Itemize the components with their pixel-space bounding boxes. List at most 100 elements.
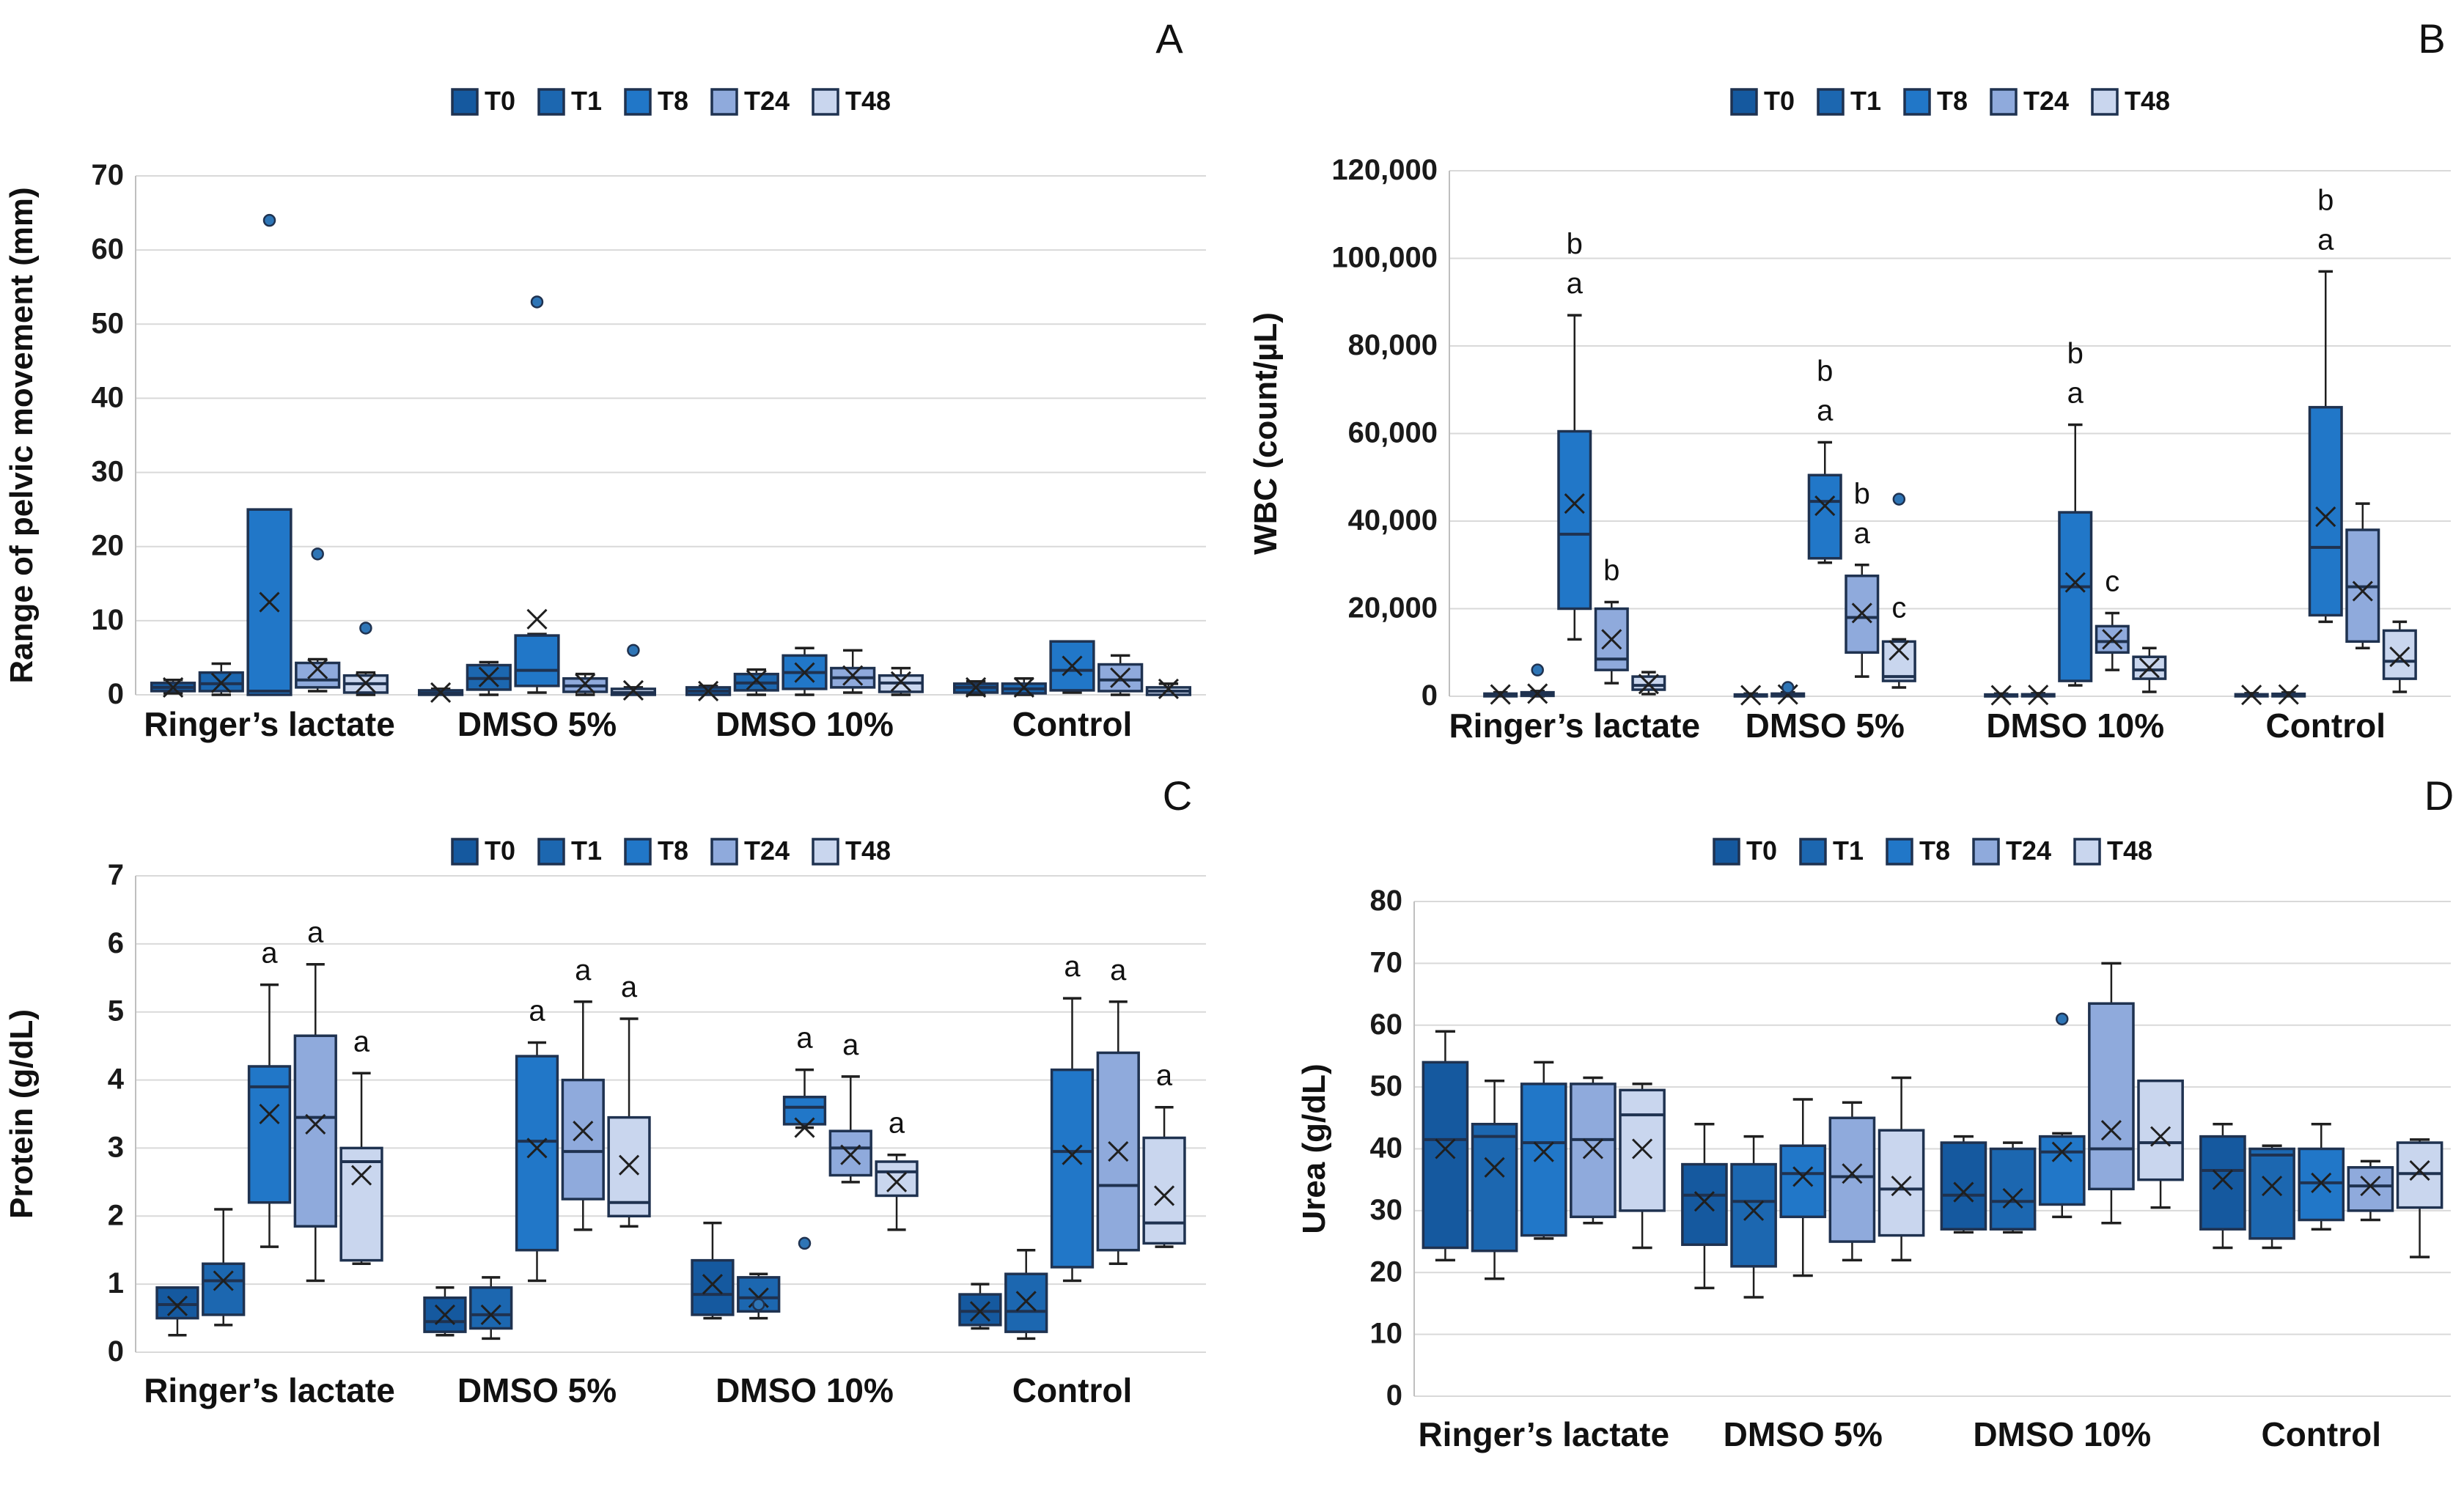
x-group-label: Ringer’s lactate bbox=[144, 1371, 395, 1409]
y-tick-label: 2 bbox=[108, 1199, 124, 1231]
mean-marker bbox=[526, 608, 548, 630]
box-rect bbox=[295, 661, 341, 689]
box-rect bbox=[1730, 1162, 1777, 1268]
box-rect bbox=[469, 1286, 513, 1330]
y-axis-title: Urea (g/dL) bbox=[1296, 1063, 1332, 1233]
legend-swatch-t1 bbox=[1799, 838, 1827, 866]
mean-marker bbox=[575, 673, 596, 694]
box-dmso-5--t48: c bbox=[1881, 493, 1916, 689]
box-dmso-5--t24 bbox=[1828, 1101, 1876, 1262]
y-axis-title: Protein (g/dL) bbox=[4, 1009, 40, 1219]
box-rect bbox=[828, 1129, 872, 1177]
box-rect bbox=[2199, 1135, 2246, 1231]
significance-letter: a bbox=[2067, 377, 2084, 410]
outlier-point bbox=[751, 1298, 765, 1311]
mean-marker bbox=[1110, 667, 1131, 688]
significance-letter: a bbox=[889, 1107, 905, 1140]
mean-marker bbox=[2311, 1172, 2332, 1193]
box-control-t0 bbox=[958, 1283, 1002, 1330]
legend-item: T24 bbox=[1972, 836, 2051, 866]
legend-label: T8 bbox=[658, 86, 688, 116]
box-ringer-s-lactate-t1 bbox=[202, 1208, 246, 1327]
box-dmso-5--t0 bbox=[1681, 1123, 1728, 1290]
mean-marker bbox=[307, 658, 328, 679]
significance-letter: a bbox=[1817, 394, 1834, 427]
mean-marker bbox=[794, 662, 815, 683]
box-dmso-10--t48 bbox=[878, 666, 924, 696]
y-tick-label: 5 bbox=[108, 995, 124, 1028]
legend-label: T48 bbox=[845, 836, 891, 866]
box-dmso-5--t0 bbox=[1733, 685, 1768, 706]
y-tick-label: 0 bbox=[108, 1335, 124, 1368]
box-control-t8 bbox=[2298, 1123, 2345, 1231]
y-tick-label: 100,000 bbox=[1331, 242, 1438, 274]
box-dmso-10--t24 bbox=[2088, 962, 2135, 1225]
box-rect bbox=[782, 1096, 827, 1126]
box-ringer-s-lactate-t1 bbox=[1520, 663, 1555, 704]
mean-marker bbox=[2389, 646, 2410, 668]
mean-marker bbox=[355, 672, 376, 693]
box-dmso-10--t0 bbox=[1940, 1135, 1987, 1234]
mean-marker bbox=[2138, 657, 2160, 679]
significance-letter: a bbox=[842, 1029, 859, 1061]
x-group-label: DMSO 10% bbox=[716, 1371, 894, 1409]
y-axis-title: Range of pelvic movement (mm) bbox=[4, 187, 40, 683]
box-dmso-5--t1 bbox=[466, 660, 512, 696]
box-dmso-10--t48 bbox=[2132, 646, 2167, 693]
x-group-label: DMSO 10% bbox=[716, 705, 894, 743]
mean-marker bbox=[1013, 676, 1034, 698]
mean-marker bbox=[1814, 495, 1836, 517]
panel-b-wbc: B T0 T1 T8 T24 T48 0 20,000 40,000 60,000 80,000 10… bbox=[1232, 0, 2464, 745]
legend-swatch-t1 bbox=[537, 88, 565, 116]
box-dmso-10--t1 bbox=[2020, 685, 2056, 706]
legend-item: T8 bbox=[624, 836, 688, 866]
mean-marker bbox=[1792, 1166, 1814, 1187]
box-dmso-10--t48 bbox=[2137, 1079, 2184, 1209]
outlier-point bbox=[1781, 681, 1795, 694]
mean-marker bbox=[1740, 685, 1762, 706]
mean-marker bbox=[1851, 602, 1872, 624]
legend-item: T0 bbox=[451, 86, 515, 116]
mean-marker bbox=[1693, 1191, 1715, 1212]
legend-label: T24 bbox=[744, 836, 790, 866]
mean-marker bbox=[526, 1137, 548, 1159]
y-tick-label: 1 bbox=[108, 1267, 124, 1299]
y-tick-label: 60 bbox=[92, 233, 125, 265]
legend-label: T8 bbox=[658, 836, 688, 866]
box-rect bbox=[2382, 629, 2417, 680]
box-dmso-10--t0 bbox=[1984, 685, 2019, 706]
box-ringer-s-lactate-t8: ba bbox=[1557, 228, 1592, 641]
box-dmso-10--t1 bbox=[1989, 1141, 2037, 1234]
x-group-label: Ringer’s lactate bbox=[1418, 1415, 1669, 1453]
x-group-label: Ringer’s lactate bbox=[144, 705, 395, 743]
legend-label: T24 bbox=[2023, 86, 2069, 116]
box-control-t24 bbox=[1097, 654, 1144, 696]
mean-marker bbox=[1490, 684, 1511, 705]
box-rect bbox=[1050, 1068, 1095, 1269]
significance-letter: a bbox=[796, 1022, 813, 1055]
box-rect bbox=[1881, 640, 1916, 682]
box-ringer-s-lactate-t0 bbox=[1483, 684, 1518, 705]
panel-a-range-of-pelvic-movement: A T0 T1 T8 T24 T48 0 10 20 30 40 50 60 70 Range of pel… bbox=[0, 0, 1232, 745]
panel-letter: C bbox=[1163, 772, 1192, 819]
significance-letter: b bbox=[1567, 228, 1583, 260]
legend-swatch-t0 bbox=[1730, 88, 1758, 116]
legend-swatch-t24 bbox=[710, 88, 738, 116]
outlier-point bbox=[359, 622, 372, 635]
y-tick-label: 20 bbox=[1370, 1255, 1403, 1288]
significance-letter: a bbox=[1854, 517, 1871, 550]
legend-label: T8 bbox=[1937, 86, 1968, 116]
outlier-point bbox=[627, 643, 640, 657]
legend-item: T24 bbox=[710, 86, 790, 116]
x-group-label: DMSO 5% bbox=[1746, 707, 1905, 745]
box-rect bbox=[1557, 429, 1592, 611]
box-dmso-5--t1 bbox=[1770, 681, 1806, 705]
box-dmso-5--t0 bbox=[418, 682, 464, 704]
boxplot-chart-d: D T0 T1 T8 T24 T48 0 10 20 30 40 50 60 70 80 Urea (g/dL… bbox=[1296, 772, 2454, 1453]
outlier-point bbox=[1892, 493, 1906, 506]
legend-label: T24 bbox=[2006, 836, 2051, 866]
box-rect bbox=[958, 1293, 1002, 1327]
x-group-label: DMSO 5% bbox=[457, 1371, 617, 1409]
legend-item: T24 bbox=[710, 836, 790, 866]
mean-marker bbox=[2100, 1120, 2122, 1141]
